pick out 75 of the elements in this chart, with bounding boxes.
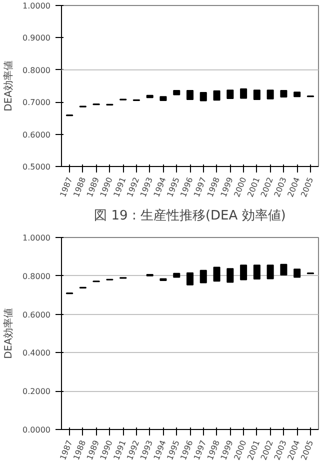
x-tick-label: 1987 — [58, 176, 74, 198]
y-tick-label: 1.0000 — [22, 2, 51, 10]
text: 図 19 : 生産性推移(DEA 効率値) — [94, 208, 286, 224]
x-tick-label: 1987 — [58, 439, 74, 462]
bar — [213, 90, 220, 101]
x-tick-label: 2002 — [259, 439, 275, 462]
x-tick-label: 1994 — [152, 439, 168, 462]
bar — [173, 90, 180, 96]
bar — [294, 92, 301, 98]
y-tick-label: 0.7000 — [22, 98, 51, 108]
bar — [226, 90, 234, 100]
bar — [240, 264, 248, 280]
y-tick-label: 0.0000 — [22, 426, 51, 434]
x-tick-label: 2001 — [246, 439, 262, 462]
x-tick-label: 1996 — [178, 439, 195, 462]
x-tick-label: 1989 — [85, 176, 101, 198]
x-tick-label: 2005 — [299, 439, 316, 462]
x-tick-label: 1993 — [138, 176, 155, 198]
x-tick-label: 1997 — [192, 176, 208, 198]
bar — [160, 96, 167, 101]
x-tick-label: 2005 — [299, 176, 316, 198]
x-tick-label: 1990 — [98, 439, 114, 462]
x-tick-label: 1995 — [166, 176, 182, 198]
x-tick-label: 2004 — [286, 176, 302, 198]
y-tick-label: 0.4000 — [22, 348, 51, 358]
x-tick-label: 1994 — [152, 176, 168, 198]
x-tick-label: 1993 — [138, 439, 155, 462]
y-tick-label: 0.8000 — [22, 272, 51, 281]
y-tick-label: 0.5000 — [22, 162, 51, 172]
x-tick-label: 2003 — [272, 439, 288, 462]
x-tick-label: 1989 — [85, 439, 101, 462]
bar — [200, 92, 207, 102]
x-tick-label: 1997 — [192, 439, 208, 462]
x-tick-label: 2001 — [246, 176, 262, 198]
bar — [253, 90, 260, 100]
x-tick-label: 1996 — [178, 176, 195, 198]
bar — [173, 272, 180, 278]
y-tick-label: 0.6000 — [22, 310, 51, 320]
y-tick-label: 0.8000 — [22, 66, 51, 75]
x-tick-label: 2003 — [272, 176, 288, 198]
x-tick-label: 1998 — [206, 176, 222, 198]
x-tick-label: 1991 — [112, 439, 128, 462]
x-tick-label: 1991 — [112, 176, 128, 198]
x-tick-label: 1992 — [125, 176, 142, 198]
bar — [253, 264, 260, 280]
bar — [266, 264, 274, 280]
bar — [213, 266, 220, 282]
y-axis-title: DEA効率値 — [2, 60, 15, 112]
x-tick-label: 1990 — [98, 176, 114, 198]
x-tick-label: 1999 — [219, 176, 235, 198]
x-tick-label: 2000 — [232, 176, 248, 198]
y-tick-label: 0.6000 — [22, 130, 51, 140]
y-tick-label: 0.9000 — [22, 34, 51, 43]
x-tick-label: 1988 — [72, 439, 88, 462]
y-tick-label: 1.0000 — [22, 234, 51, 242]
bar — [294, 268, 301, 278]
y-axis-title: DEA効率値 — [2, 308, 15, 359]
x-tick-label: 1999 — [219, 439, 235, 462]
bar — [186, 90, 194, 100]
bar — [186, 272, 194, 286]
bar — [280, 264, 288, 276]
x-tick-label: 2002 — [259, 176, 275, 198]
x-tick-label: 1998 — [206, 439, 222, 462]
x-tick-label: 2004 — [286, 439, 302, 462]
bar — [146, 94, 154, 98]
bar — [200, 270, 207, 284]
bar — [240, 88, 248, 99]
bar — [280, 90, 288, 98]
bar — [226, 268, 234, 283]
x-tick-label: 1995 — [166, 439, 182, 462]
y-tick-label: 0.2000 — [22, 387, 51, 396]
x-tick-label: 2000 — [232, 439, 248, 462]
x-tick-label: 1992 — [125, 439, 142, 462]
bar — [266, 90, 274, 100]
x-tick-label: 1988 — [72, 176, 88, 198]
